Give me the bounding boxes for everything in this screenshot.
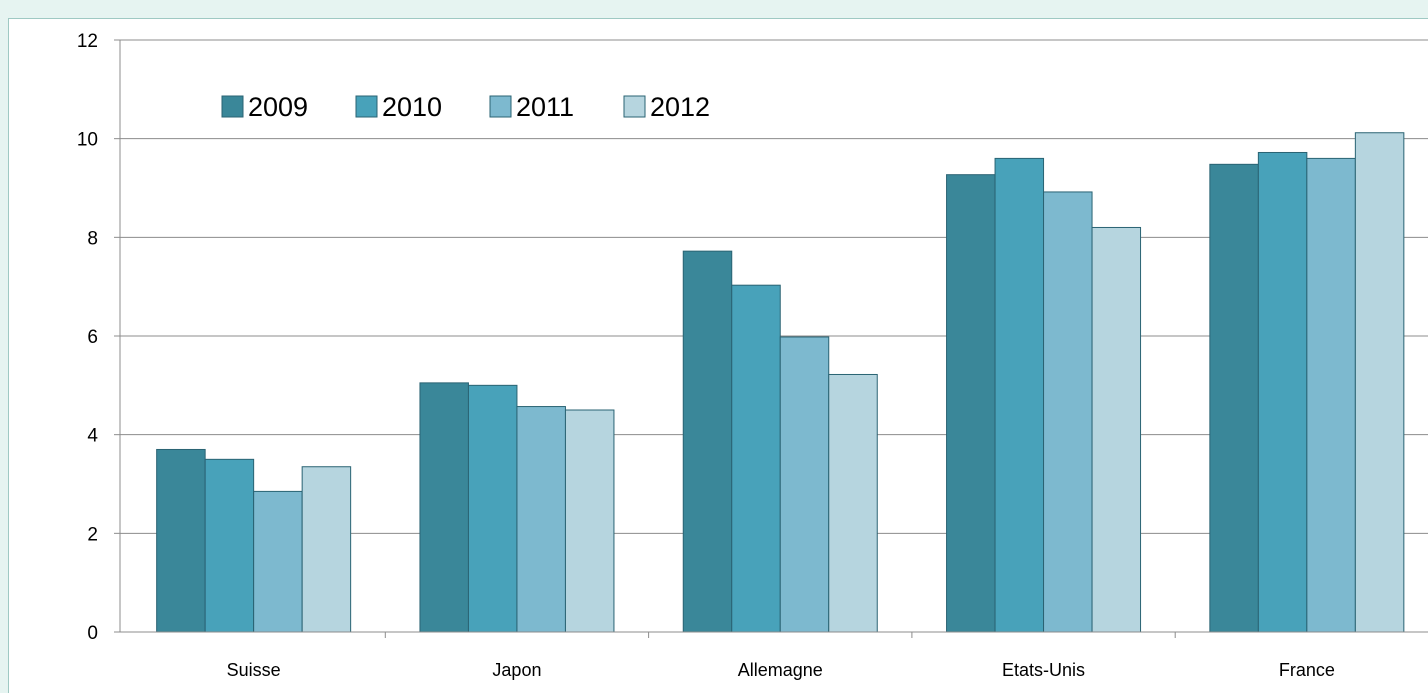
x-category-label: Suisse (227, 660, 281, 680)
y-tick-label: 8 (87, 228, 98, 249)
bar-allemagne-2012 (828, 373, 878, 633)
bar-etats-unis-2009 (946, 174, 996, 633)
y-tick-label: 10 (77, 130, 98, 151)
bar-france-2012 (1354, 132, 1405, 633)
x-category-label: Allemagne (738, 660, 823, 680)
legend-label-2012: 2012 (650, 92, 710, 122)
axes: 0 2 4 6 8 10 12 Suisse Japon Allemagne Etats-Unis F… (77, 31, 1428, 680)
bars (156, 132, 1405, 633)
bar-suisse-2012 (301, 466, 352, 633)
legend-swatch-2012 (623, 95, 646, 118)
y-tick-label: 0 (87, 623, 98, 644)
bar-suisse-2010 (204, 458, 255, 633)
y-tick-label: 12 (77, 31, 98, 52)
bar-japon-2011 (516, 406, 566, 633)
bar-france-2010 (1257, 151, 1308, 633)
bar-japon-2010 (467, 384, 518, 633)
bar-japon-2009 (419, 382, 469, 633)
bar-allemagne-2009 (682, 250, 733, 633)
legend-swatch-2011 (489, 95, 512, 118)
bar-allemagne-2010 (731, 284, 781, 633)
legend: 2009 2010 2011 2012 (221, 92, 710, 122)
y-tick-label: 2 (87, 524, 98, 545)
legend-label-2010: 2010 (382, 92, 442, 122)
bar-allemagne-2011 (779, 336, 830, 633)
bar-etats-unis-2010 (994, 157, 1045, 633)
x-category-label: Japon (492, 660, 541, 680)
legend-label-2011: 2011 (516, 92, 574, 122)
legend-swatch-2009 (221, 95, 244, 118)
bar-japon-2012 (564, 409, 615, 633)
bar-suisse-2009 (156, 448, 206, 633)
x-category-label: France (1279, 660, 1335, 680)
bar-etats-unis-2011 (1043, 191, 1093, 633)
bar-france-2011 (1306, 157, 1356, 633)
x-category-label: Etats-Unis (1002, 660, 1085, 680)
bar-suisse-2011 (253, 490, 303, 633)
bar-france-2009 (1209, 163, 1259, 633)
legend-swatch-2010 (355, 95, 378, 118)
y-tick-label: 4 (87, 426, 98, 447)
bar-etats-unis-2012 (1091, 226, 1142, 633)
y-tick-label: 6 (87, 327, 98, 348)
legend-label-2009: 2009 (248, 92, 308, 122)
